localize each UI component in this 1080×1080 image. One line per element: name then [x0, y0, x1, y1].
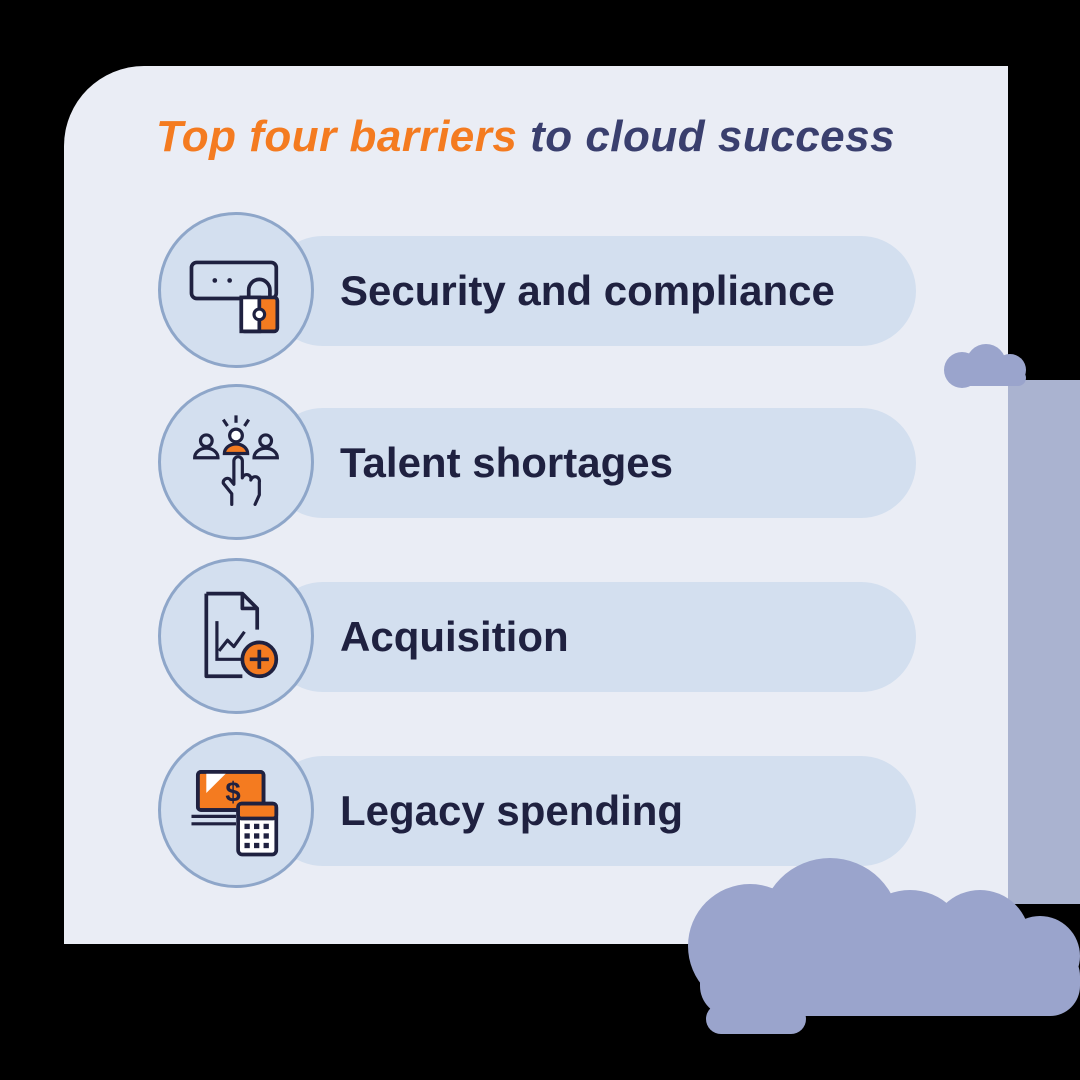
barrier-label: Security and compliance	[340, 267, 835, 314]
svg-text:$: $	[225, 777, 240, 808]
barrier-row-legacy: Legacy spending $	[158, 732, 918, 888]
barrier-pill: Security and compliance	[268, 236, 916, 346]
barrier-label: Talent shortages	[340, 439, 673, 486]
icon-badge	[158, 558, 314, 714]
barrier-row-security: Security and compliance	[158, 212, 918, 368]
barrier-pill: Legacy spending	[268, 756, 916, 866]
icon-badge	[158, 212, 314, 368]
background-band	[1008, 380, 1080, 904]
barrier-pill: Talent shortages	[268, 408, 916, 518]
title-rest: to cloud success	[517, 112, 896, 161]
barrier-pill: Acquisition	[268, 582, 916, 692]
barrier-label: Legacy spending	[340, 787, 684, 834]
barrier-row-acquisition: Acquisition	[158, 558, 918, 714]
page-title: Top four barriers to cloud success	[156, 112, 1016, 162]
small-cloud-icon	[944, 344, 1026, 388]
title-highlight: Top four barriers	[156, 112, 518, 161]
large-cloud-icon	[688, 858, 1080, 1034]
icon-badge: $	[158, 732, 314, 888]
money-calculator-icon: $	[191, 769, 279, 857]
icon-badge	[158, 384, 314, 540]
team-select-icon	[193, 415, 279, 506]
chart-document-add-icon	[204, 591, 279, 679]
password-lock-icon	[189, 260, 280, 334]
barrier-row-talent: Talent shortages	[158, 384, 918, 540]
barrier-label: Acquisition	[340, 613, 569, 660]
